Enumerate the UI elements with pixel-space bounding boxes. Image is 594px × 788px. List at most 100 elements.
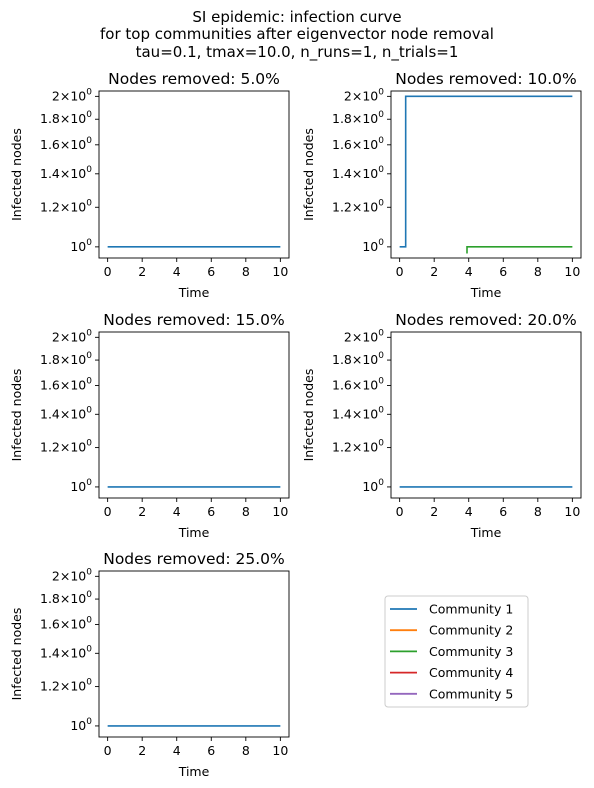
subplot-2: 0 2 4 6 8 10 100 1.2×100 1.4×100 1.6×100 1.8×100 2×… [301,70,582,300]
y-axis-label: Infected nodes [301,128,316,221]
subplot-title: Nodes removed: 5.0% [108,70,280,88]
legend: Community 1 Community 2 Community 3 Communi… [384,595,529,708]
x-tick-label: 4 [173,504,181,519]
x-tick-label: 6 [207,743,215,758]
suptitle-line-1: SI epidemic: infection curve [192,8,401,26]
y-tick-label: 1.6×100 [332,136,384,152]
series-line-community-3 [466,246,573,254]
legend-box [384,595,529,708]
x-tick-label: 6 [207,264,215,279]
y-tick-label: 1.6×100 [40,615,92,631]
x-tick-label: 4 [465,504,473,519]
x-tick-label: 8 [242,264,250,279]
x-tick-label: 2 [430,504,438,519]
y-tick-label: 1.2×100 [40,439,92,455]
y-tick-label: 1.8×100 [332,110,384,126]
legend-label: Community 1 [429,602,513,617]
x-tick-label: 0 [104,504,112,519]
y-tick-label: 2×100 [52,328,92,344]
x-tick-label: 10 [272,264,288,279]
legend-item: Community 3 [390,644,513,659]
axes-frame [98,90,290,259]
y-tick-label: 100 [70,478,92,494]
x-tick-label: 2 [430,264,438,279]
y-tick-label: 1.6×100 [40,376,92,392]
subplot-4: 0 2 4 6 8 10 100 1.2×100 1.4×100 1.6×100 1.8×100 2×… [301,311,582,540]
y-tick-label: 100 [70,717,92,733]
y-tick-label: 1.8×100 [332,351,384,367]
x-tick-label: 8 [242,504,250,519]
axes-frame [390,90,582,259]
y-tick-label: 1.4×100 [40,165,92,181]
axes-frame [390,331,582,499]
axes-frame [98,570,290,738]
y-tick-label: 1.6×100 [40,136,92,152]
x-tick-label: 0 [104,743,112,758]
subplot-3: 0 2 4 6 8 10 100 1.2×100 1.4×100 1.6×100 1.8×100 2×… [9,311,290,540]
series-line-community-1 [399,95,573,248]
y-tick-label: 1.8×100 [40,110,92,126]
y-tick-label: 1.4×100 [332,405,384,421]
subplot-title: Nodes removed: 20.0% [395,311,577,329]
y-tick-label: 2×100 [52,87,92,103]
legend-item: Community 1 [390,602,513,617]
legend-label: Community 4 [429,665,513,680]
x-axis-label: Time [178,764,210,779]
y-tick-label: 1.2×100 [332,439,384,455]
x-tick-label: 10 [564,504,580,519]
legend-label: Community 5 [429,686,513,701]
subplot-title: Nodes removed: 10.0% [395,70,577,88]
legend-item: Community 2 [390,623,513,638]
subplots: 0 2 4 6 8 101001.2×1001.4×1001.6×1001.8×1002×… [9,70,582,779]
x-axis-label: Time [470,525,502,540]
y-tick-label: 1.8×100 [40,351,92,367]
y-tick-label: 1.2×100 [40,678,92,694]
x-tick-label: 8 [534,504,542,519]
x-axis-label: Time [470,285,502,300]
suptitle-line-3: tau=0.1, tmax=10.0, n_runs=1, n_trials=1 [136,43,459,62]
x-tick-label: 6 [499,504,507,519]
x-tick-label: 10 [272,743,288,758]
x-tick-label: 4 [173,264,181,279]
x-axis-label: Time [178,285,210,300]
x-tick-label: 6 [207,504,215,519]
legend-label: Community 3 [429,644,513,659]
y-axis-label: Infected nodes [301,369,316,462]
x-tick-label: 2 [138,264,146,279]
y-axis-label: Infected nodes [9,128,24,221]
x-tick-label: 2 [138,743,146,758]
y-tick-label: 100 [362,238,384,254]
x-tick-label: 8 [242,743,250,758]
x-tick-label: 10 [272,504,288,519]
subplot-5: 0 2 4 6 8 10 100 1.2×100 1.4×100 1.6×100 1.8×100 2×… [9,550,290,779]
y-axis-label: Infected nodes [9,608,24,701]
y-tick-label: 1.2×100 [332,198,384,214]
legend-item: Community 4 [390,665,513,680]
axes-frame [98,331,290,499]
y-tick-label: 100 [362,478,384,494]
y-tick-label: 2×100 [344,328,384,344]
x-tick-label: 4 [173,743,181,758]
y-tick-label: 1.6×100 [332,376,384,392]
y-tick-label: 1.2×100 [40,198,92,214]
x-axis-label: Time [178,525,210,540]
y-tick-label: 1.4×100 [332,165,384,181]
x-tick-label: 0 [396,504,404,519]
legend-label: Community 2 [429,623,513,638]
subplot-title: Nodes removed: 25.0% [103,550,285,568]
y-tick-label: 2×100 [52,567,92,583]
y-tick-label: 1.8×100 [40,590,92,606]
y-tick-label: 100 [70,238,92,254]
y-tick-label: 2×100 [344,87,384,103]
legend-item: Community 5 [390,686,513,701]
x-tick-label: 0 [396,264,404,279]
x-tick-label: 4 [465,264,473,279]
y-tick-label: 1.4×100 [40,644,92,660]
subplot-1: 0 2 4 6 8 10 100 1.2×100 1.4×100 1.6×100 1.8×100 2×… [9,70,290,300]
x-tick-label: 10 [564,264,580,279]
subplot-title: Nodes removed: 15.0% [103,311,285,329]
y-axis-label: Infected nodes [9,369,24,462]
figure-suptitle: SI epidemic: infection curve for top com… [100,8,494,62]
x-tick-label: 6 [499,264,507,279]
